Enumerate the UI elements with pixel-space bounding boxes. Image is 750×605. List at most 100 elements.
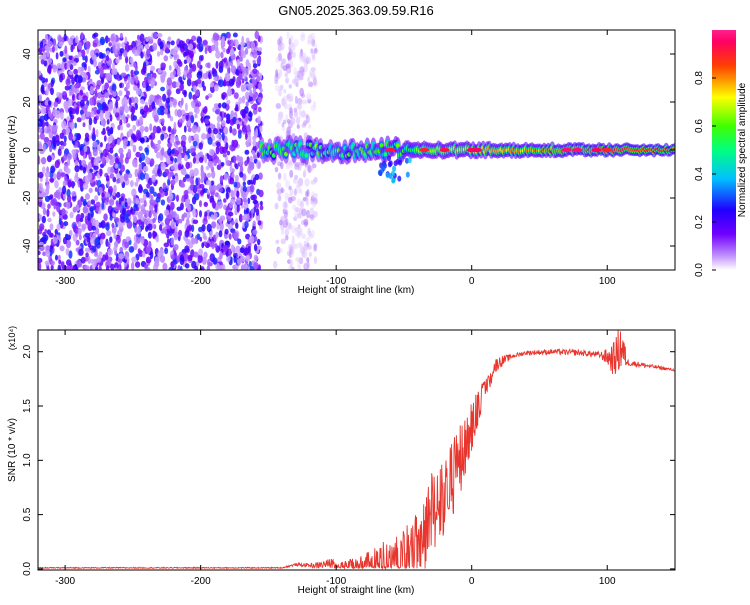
spectrogram-cell: [189, 184, 194, 191]
spectrogram-cell: [213, 128, 219, 135]
spectrogram-cell: [220, 51, 224, 59]
spectrogram-cell: [111, 83, 117, 92]
spectrogram-cell: [43, 60, 48, 67]
spectrogram-cell: [116, 139, 121, 146]
spectrogram-cell: [103, 64, 108, 70]
spectrogram-cell: [134, 103, 138, 110]
spectrogram-cell: [234, 162, 238, 168]
spectrogram-cell: [106, 50, 110, 56]
spectrogram-cell: [149, 98, 153, 104]
spectrogram-cell: [167, 142, 173, 148]
spectrogram-cell: [184, 174, 190, 179]
spectrogram-cell: [106, 196, 110, 203]
spectrogram-cell: [257, 47, 263, 52]
spectrogram-cell: [46, 266, 50, 270]
spectrogram-cell: [174, 213, 180, 221]
spectrogram-cell: [80, 49, 86, 58]
spectrogram-cell: [246, 186, 252, 193]
spectrogram-cell: [381, 165, 386, 172]
spectrogram-cell: [113, 68, 118, 75]
spectrogram-cell: [41, 120, 45, 129]
spectrogram-cell: [46, 155, 52, 163]
spectrogram-cell: [139, 125, 145, 132]
spectrogram-cell: [303, 218, 309, 226]
spectrogram-cell: [296, 229, 301, 239]
spectrogram-cell: [175, 81, 181, 88]
spectrogram-cell: [155, 152, 161, 159]
spectrogram-cell: [213, 159, 217, 167]
spectrogram-cell: [283, 172, 287, 182]
spectrogram-cell: [162, 182, 167, 190]
spectrogram-cell: [283, 88, 287, 94]
spectrogram-cell: [211, 44, 216, 52]
spectrogram-cell: [237, 258, 242, 266]
spectrogram-cell: [79, 99, 85, 107]
snr-x-label: Height of straight line (km): [298, 585, 415, 596]
spectrogram-cell: [59, 132, 65, 139]
spectrogram-cell: [131, 261, 135, 270]
spectrogram-cell: [313, 256, 317, 265]
spectrogram-cell: [38, 143, 43, 151]
spectrogram-cell: [179, 256, 185, 266]
spectrogram-cell: [238, 97, 243, 105]
spectrogram-cell: [133, 70, 140, 75]
spectrogram-cell: [77, 51, 82, 57]
spectrogram-cell: [197, 254, 203, 264]
spectrogram-hotspot: [439, 147, 450, 153]
spectrogram-cell: [276, 182, 282, 189]
spectrogram-cell: [299, 110, 302, 119]
spectrogram-cell: [179, 80, 184, 86]
spectrogram-cell: [407, 157, 412, 164]
spectrogram-cell: [257, 238, 261, 246]
spectrogram-cell: [105, 265, 110, 270]
spectrogram-cell: [51, 45, 56, 53]
spectrogram-cell: [99, 232, 106, 240]
spectrogram-cell: [178, 163, 182, 171]
spectrogram-cell: [281, 122, 285, 128]
spectrogram-cell: [39, 41, 44, 49]
spectrogram-cell: [233, 255, 237, 263]
spectrogram-cell: [387, 155, 392, 162]
spectrogram-cell: [56, 223, 61, 232]
spectrogram-cell: [303, 65, 308, 73]
spectrogram-cell: [75, 106, 80, 115]
spectrogram-cell: [125, 218, 131, 224]
spectrogram-cell: [224, 228, 229, 235]
spectrogram-cell: [124, 156, 129, 164]
spectrogram-cell: [87, 173, 93, 181]
spectrogram-cell: [127, 76, 132, 84]
spectrogram-cell: [80, 71, 87, 77]
spectrogram-cell: [70, 121, 75, 130]
spectrogram-cell: [287, 53, 291, 62]
spectrogram-cell: [111, 222, 115, 228]
spectrogram-cell: [82, 56, 86, 61]
spectrogram-cell: [103, 135, 107, 142]
spectrogram-cell: [228, 248, 232, 257]
spectrogram-cell: [191, 63, 197, 72]
spectrogram-cell: [167, 172, 171, 181]
spectrogram-cell: [50, 165, 56, 174]
spectrogram-cell: [171, 81, 178, 89]
spectrogram-cell: [184, 229, 190, 238]
spectrogram-cell: [99, 238, 104, 245]
spectrogram-cell: [248, 260, 252, 268]
spectrogram-cell: [38, 75, 43, 80]
spectrogram-cell: [168, 267, 173, 270]
spectrogram-cell: [252, 220, 256, 227]
spectrogram-cell: [71, 93, 75, 101]
spectrogram-cell: [206, 223, 212, 233]
spectrogram-cell: [307, 227, 311, 233]
spectrogram-hotspot: [385, 147, 396, 153]
spectrogram-cell: [304, 262, 310, 270]
spectrogram-cell: [130, 106, 136, 114]
spectrogram-cell: [217, 201, 223, 209]
spectrogram-cell: [119, 246, 124, 253]
spectrogram-cell: [94, 187, 98, 192]
spectrogram-hotspot: [561, 147, 572, 153]
spectrogram-cell: [170, 134, 176, 141]
spectrogram-cell: [277, 38, 281, 45]
snr-series-line: [38, 330, 675, 570]
spectrogram-cell: [171, 148, 175, 155]
spectrogram-cell: [173, 60, 178, 68]
spectrogram-cell: [281, 58, 287, 66]
